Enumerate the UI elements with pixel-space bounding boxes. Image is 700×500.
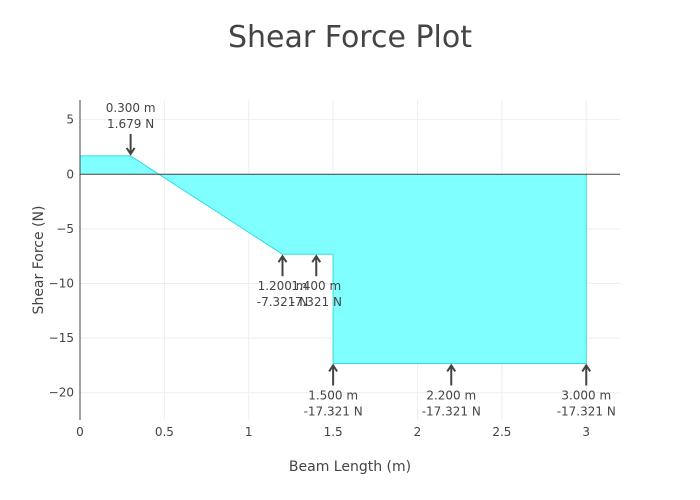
annotation-label-x: 1.400 m — [291, 279, 341, 293]
annotation-label-y: -17.321 N — [422, 404, 481, 418]
annotation-label-x: 1.200 m — [258, 279, 308, 293]
y-tick-label: −5 — [56, 222, 74, 236]
x-axis-label: Beam Length (m) — [289, 459, 411, 475]
annotation: 1.200 m -7.321 N — [257, 254, 308, 309]
x-tick-label: 1.5 — [324, 425, 343, 439]
shear-line — [80, 155, 587, 364]
annotations: 0.300 m 1.679 N 1.200 m -7.321 N 1.400 m -7.3… — [106, 101, 616, 419]
annotation-arrowhead — [125, 147, 136, 156]
annotation-label-y: -17.321 N — [304, 404, 363, 418]
plot-area — [80, 155, 587, 364]
y-tick-label: −10 — [49, 276, 74, 290]
x-tick-label: 1 — [245, 425, 253, 439]
axes: 0 0.5 1 1.5 2 2.5 3 5 0 −5 −10 −15 −20 — [49, 100, 620, 439]
annotation-label-x: 1.500 m — [308, 388, 358, 402]
y-tick-label: −15 — [49, 331, 74, 345]
chart-title: Shear Force Plot — [227, 20, 472, 55]
y-tick-label: 0 — [66, 167, 74, 181]
annotation-label-x: 2.200 m — [426, 388, 476, 402]
annotation-arrowhead — [311, 254, 322, 263]
annotation-arrowhead — [446, 363, 457, 372]
y-axis-label: Shear Force (N) — [31, 206, 47, 315]
annotation: 1.500 m -17.321 N — [304, 363, 363, 418]
annotation: 3.000 m -17.321 N — [557, 363, 616, 418]
annotation-arrowhead — [581, 363, 592, 372]
x-tick-label: 0 — [76, 425, 84, 439]
y-tick-label: −20 — [49, 386, 74, 400]
annotation-label-y: -17.321 N — [557, 404, 616, 418]
annotation: 1.400 m -7.321 N — [291, 254, 342, 309]
annotation-label-y: -7.321 N — [257, 295, 308, 309]
x-tick-label: 0.5 — [155, 425, 174, 439]
y-tick-label: 5 — [66, 113, 74, 127]
annotation-label-y: 1.679 N — [107, 117, 154, 131]
annotation-label-x: 0.300 m — [106, 101, 156, 115]
x-tick-label: 2 — [414, 425, 422, 439]
annotation-label-x: 3.000 m — [561, 388, 611, 402]
x-tick-label: 2.5 — [492, 425, 511, 439]
annotation-arrowhead — [277, 254, 288, 263]
annotation: 2.200 m -17.321 N — [422, 363, 481, 418]
annotation: 0.300 m 1.679 N — [106, 101, 156, 156]
annotation-label-y: -7.321 N — [291, 295, 342, 309]
x-tick-label: 3 — [582, 425, 590, 439]
annotation-arrowhead — [328, 363, 338, 372]
